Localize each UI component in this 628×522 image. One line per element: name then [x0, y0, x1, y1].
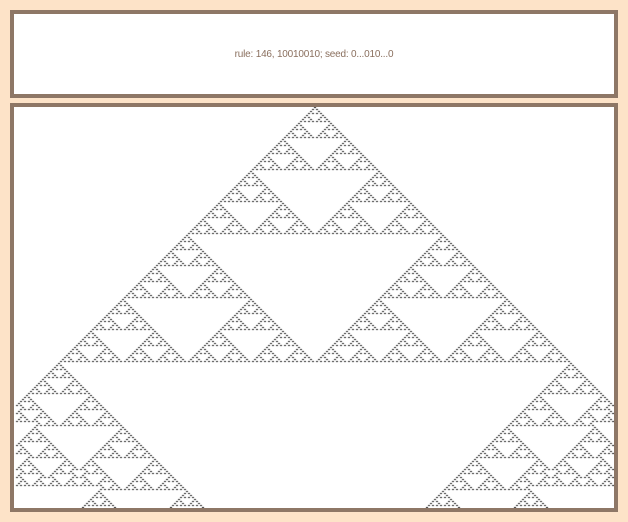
- header-panel: rule: 146, 10010010; seed: 0...010...0: [10, 10, 618, 98]
- automaton-canvas: [14, 107, 614, 508]
- rule-label: rule: 146, 10010010; seed: 0...010...0: [234, 48, 394, 60]
- automaton-panel: [10, 103, 618, 512]
